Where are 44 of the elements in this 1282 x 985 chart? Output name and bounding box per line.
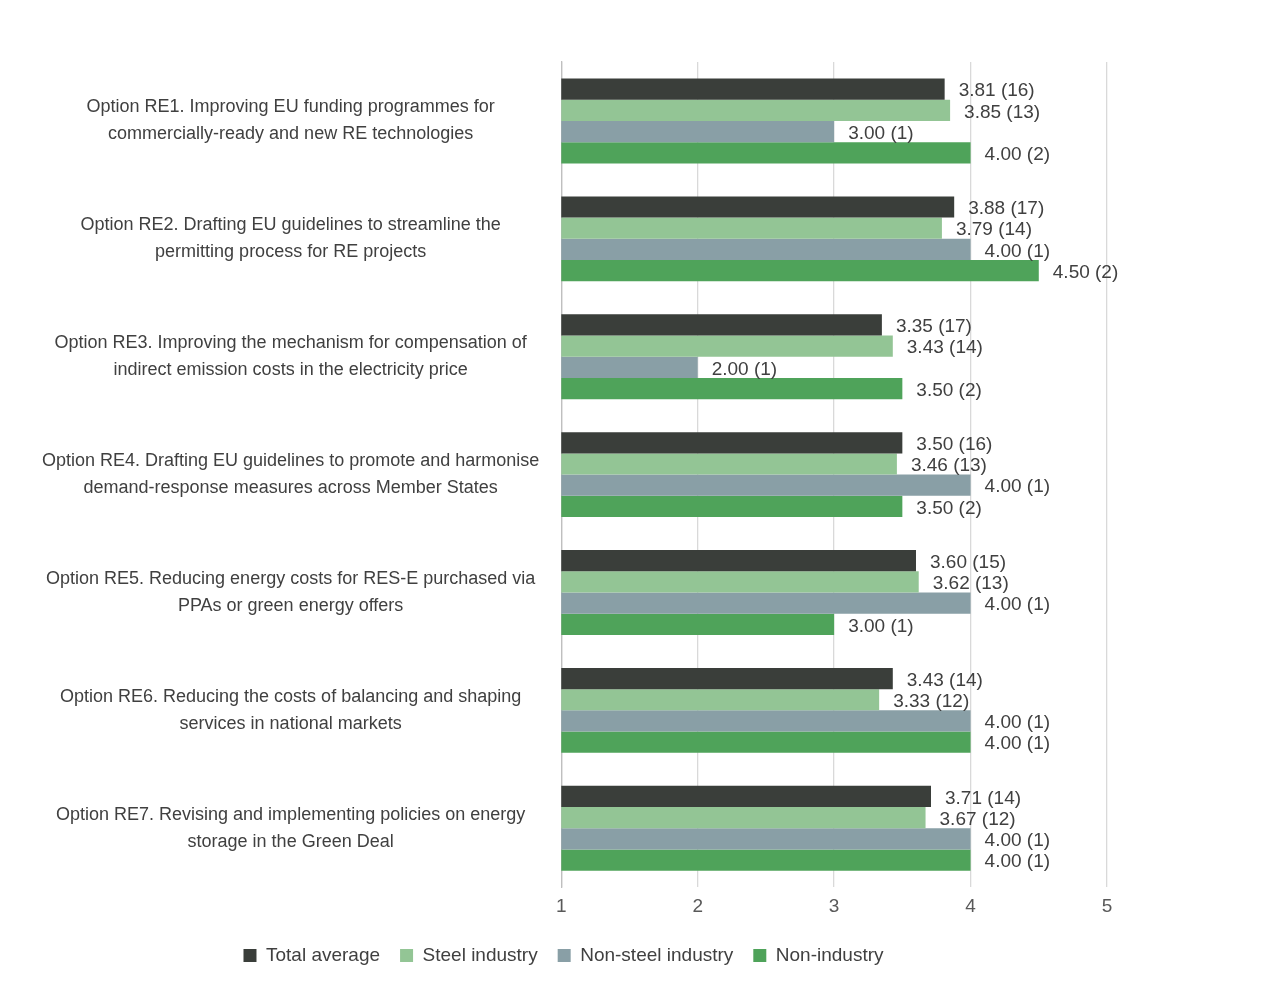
data-label: 3.50 (2) (916, 496, 982, 518)
x-tick-label: 4 (965, 894, 977, 916)
data-label: 4.00 (1) (984, 593, 1051, 615)
data-label: 3.35 (17) (895, 315, 972, 337)
data-label: 2.00 (1) (711, 357, 778, 379)
data-label: 4.00 (1) (984, 850, 1051, 872)
y-tick-label: Option RE5. Reducing energy costs for RES-E purchased via PPAs or green energy offers (46, 567, 537, 615)
data-label: 4.00 (1) (984, 732, 1051, 754)
y-tick-label: Option RE1. Improving EU funding programmes for commercially-ready and new RE technologies (86, 96, 495, 144)
data-label: 3.50 (16) (916, 433, 993, 455)
data-label: 3.88 (17) (968, 197, 1045, 219)
y-tick-label: Option RE7. Revising and implementing policies on energy storage in the Green Deal (56, 803, 526, 851)
data-label: 4.00 (1) (984, 829, 1051, 851)
data-label: 3.85 (13) (964, 100, 1041, 122)
data-label: 3.00 (1) (848, 121, 914, 143)
data-label: 3.43 (14) (906, 336, 983, 358)
data-label: 4.00 (1) (984, 239, 1051, 261)
x-tick-label: 2 (692, 894, 703, 916)
data-label: 3.33 (12) (893, 690, 970, 711)
y-tick-label: Option RE6. Reducing the costs of balancing and shaping services in national markets (59, 685, 522, 733)
legend-label: Non-industry (775, 943, 885, 965)
data-label: 3.81 (16) (958, 79, 1035, 101)
x-tick-label: 3 (828, 894, 840, 916)
x-tick-label: 1 (555, 894, 567, 916)
x-tick-label: 5 (1101, 894, 1113, 916)
y-tick-label: Option RE4. Drafting EU guidelines to promote and harmonise demand-response measures across Member States (41, 450, 540, 498)
data-label: 3.46 (13) (910, 454, 987, 476)
y-tick-label: Option RE2. Drafting EU guidelines to streamline the permitting process for RE projects (80, 214, 501, 262)
legend-label: Total average (265, 943, 381, 965)
data-label: 4.00 (1) (984, 711, 1051, 733)
legend-label: Non-steel industry (580, 943, 734, 965)
data-label: 3.60 (15) (929, 550, 1007, 572)
legend-label: Steel industry (422, 943, 539, 965)
data-label: 4.00 (2) (984, 143, 1051, 165)
data-label: 3.79 (14) (955, 218, 1032, 240)
data-label: 4.50 (2) (1052, 260, 1119, 282)
data-label: 4.00 (1) (984, 475, 1051, 497)
data-label: 3.71 (14) (945, 786, 1022, 808)
data-label: 3.50 (2) (916, 378, 982, 400)
data-label: 3.43 (14) (906, 668, 983, 690)
data-label: 3.62 (13) (932, 572, 1009, 594)
y-tick-label: Option RE3. Improving the mechanism for compensation of indirect emission costs in the electricity price (54, 332, 528, 380)
data-label: 3.67 (12) (939, 807, 1016, 829)
data-label: 3.00 (1) (848, 614, 914, 636)
